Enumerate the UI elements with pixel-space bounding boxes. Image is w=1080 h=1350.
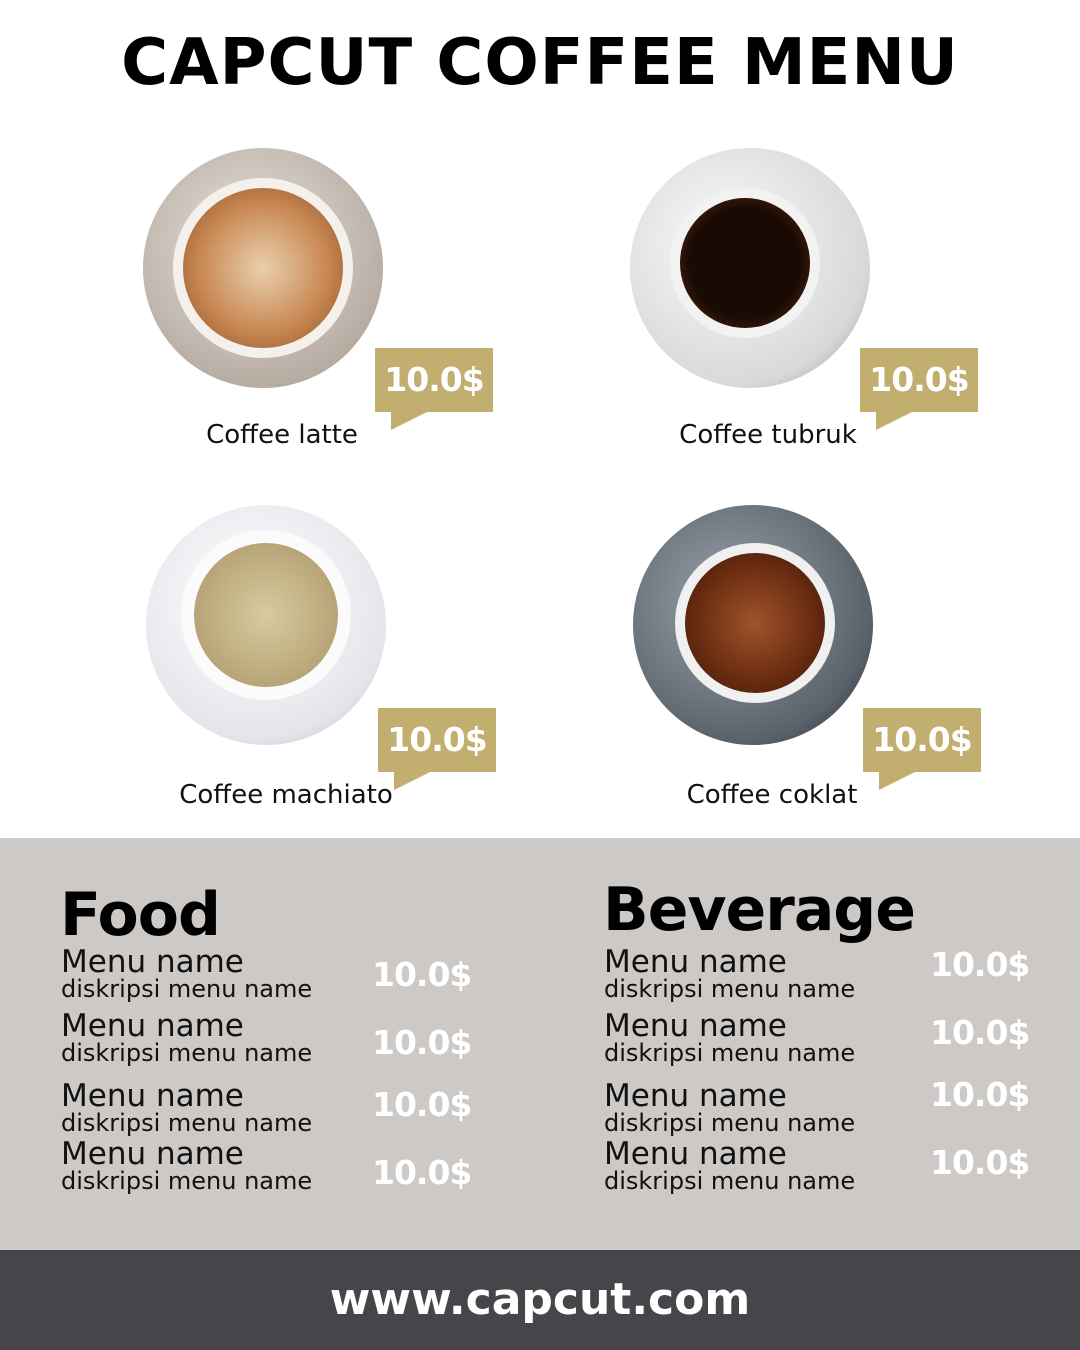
- coffee-name: Coffee tubruk: [679, 420, 857, 450]
- beverage-item-desc: diskripsi menu name: [604, 1109, 856, 1137]
- beverage-item-desc: diskripsi menu name: [604, 975, 856, 1003]
- beverage-item-price: 10.0$: [930, 1075, 1030, 1114]
- beverage-item-price: 10.0$: [930, 945, 1030, 984]
- beverage-item-name: Menu name: [604, 1008, 787, 1044]
- footer-website-link[interactable]: www.capcut.com: [0, 1250, 1080, 1350]
- food-item-price: 10.0$: [372, 1085, 472, 1124]
- coffee-latte-image: [143, 148, 383, 388]
- food-item-price: 10.0$: [372, 1023, 472, 1062]
- food-item-desc: diskripsi menu name: [61, 1039, 313, 1067]
- food-heading: Food: [60, 880, 221, 950]
- price-tag: 10.0$: [863, 708, 981, 790]
- beverage-item-price: 10.0$: [930, 1143, 1030, 1182]
- coffee-tubruk-image: [630, 148, 870, 388]
- food-item-price: 10.0$: [372, 1153, 472, 1192]
- beverage-heading: Beverage: [603, 875, 916, 945]
- food-item-desc: diskripsi menu name: [61, 1167, 313, 1195]
- food-item-desc: diskripsi menu name: [61, 1109, 313, 1137]
- beverage-item-desc: diskripsi menu name: [604, 1039, 856, 1067]
- food-item-name: Menu name: [61, 1136, 244, 1172]
- beverage-item-price: 10.0$: [930, 1013, 1030, 1052]
- food-item-name: Menu name: [61, 1078, 244, 1114]
- food-item-name: Menu name: [61, 944, 244, 980]
- beverage-item-name: Menu name: [604, 944, 787, 980]
- price-tag: 10.0$: [860, 348, 978, 430]
- beverage-item-name: Menu name: [604, 1078, 787, 1114]
- food-item-price: 10.0$: [372, 955, 472, 994]
- beverage-item-name: Menu name: [604, 1136, 787, 1172]
- price-tag: 10.0$: [378, 708, 496, 790]
- coffee-name: Coffee coklat: [686, 780, 858, 810]
- coffee-machiato-image: [146, 505, 386, 745]
- food-item-name: Menu name: [61, 1008, 244, 1044]
- food-item-desc: diskripsi menu name: [61, 975, 313, 1003]
- coffee-name: Coffee machiato: [179, 780, 393, 810]
- page-title: CAPCUT COFFEE MENU: [121, 26, 959, 100]
- menu-list-section: [0, 838, 1080, 1250]
- price-tag: 10.0$: [375, 348, 493, 430]
- coffee-coklat-image: [633, 505, 873, 745]
- coffee-name: Coffee latte: [206, 420, 358, 450]
- beverage-item-desc: diskripsi menu name: [604, 1167, 856, 1195]
